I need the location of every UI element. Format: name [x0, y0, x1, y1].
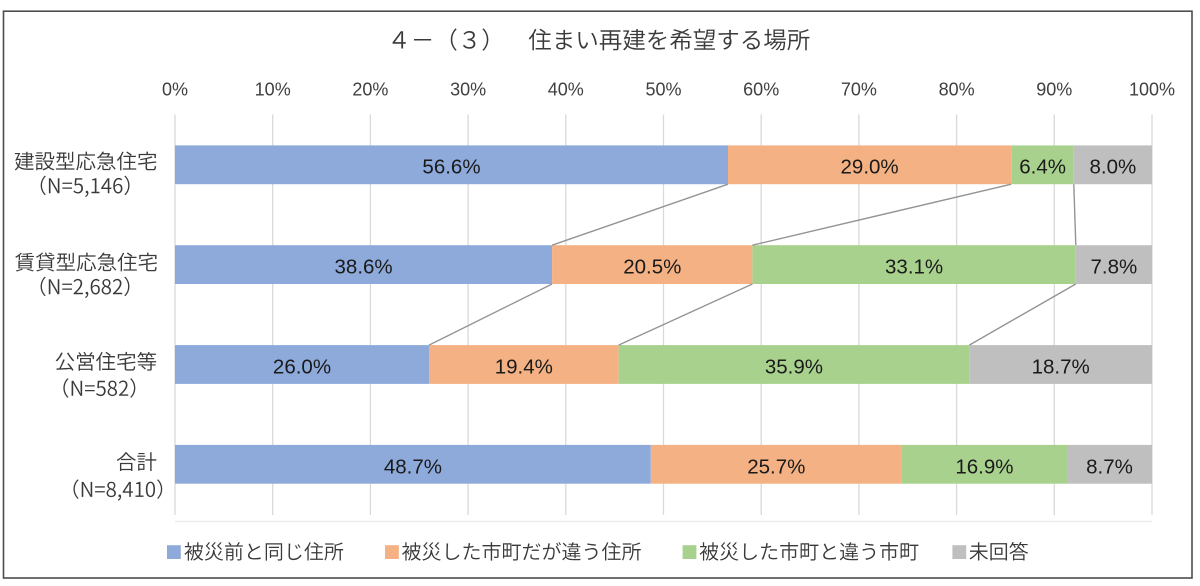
svg-text:70%: 70% [841, 80, 877, 100]
svg-text:7.8%: 7.8% [1091, 255, 1138, 278]
svg-text:33.1%: 33.1% [885, 255, 943, 278]
svg-text:25.7%: 25.7% [747, 455, 805, 478]
svg-text:50%: 50% [645, 80, 681, 100]
svg-text:16.9%: 16.9% [955, 455, 1013, 478]
svg-text:40%: 40% [548, 80, 584, 100]
svg-text:0%: 0% [162, 80, 188, 100]
svg-text:56.6%: 56.6% [422, 156, 480, 179]
svg-text:10%: 10% [255, 80, 291, 100]
svg-text:38.6%: 38.6% [335, 255, 393, 278]
svg-text:48.7%: 48.7% [384, 455, 442, 478]
svg-text:8.7%: 8.7% [1086, 455, 1133, 478]
svg-text:29.0%: 29.0% [841, 156, 899, 179]
svg-text:26.0%: 26.0% [273, 355, 331, 378]
svg-text:6.4%: 6.4% [1019, 156, 1066, 179]
svg-text:80%: 80% [939, 80, 975, 100]
svg-text:20%: 20% [352, 80, 388, 100]
svg-text:90%: 90% [1036, 80, 1072, 100]
svg-text:100%: 100% [1129, 80, 1175, 100]
svg-text:8.0%: 8.0% [1090, 156, 1137, 179]
svg-text:19.4%: 19.4% [495, 355, 553, 378]
svg-text:60%: 60% [743, 80, 779, 100]
svg-text:30%: 30% [450, 80, 486, 100]
svg-text:18.7%: 18.7% [1032, 355, 1090, 378]
svg-text:35.9%: 35.9% [765, 355, 823, 378]
svg-text:20.5%: 20.5% [623, 255, 681, 278]
